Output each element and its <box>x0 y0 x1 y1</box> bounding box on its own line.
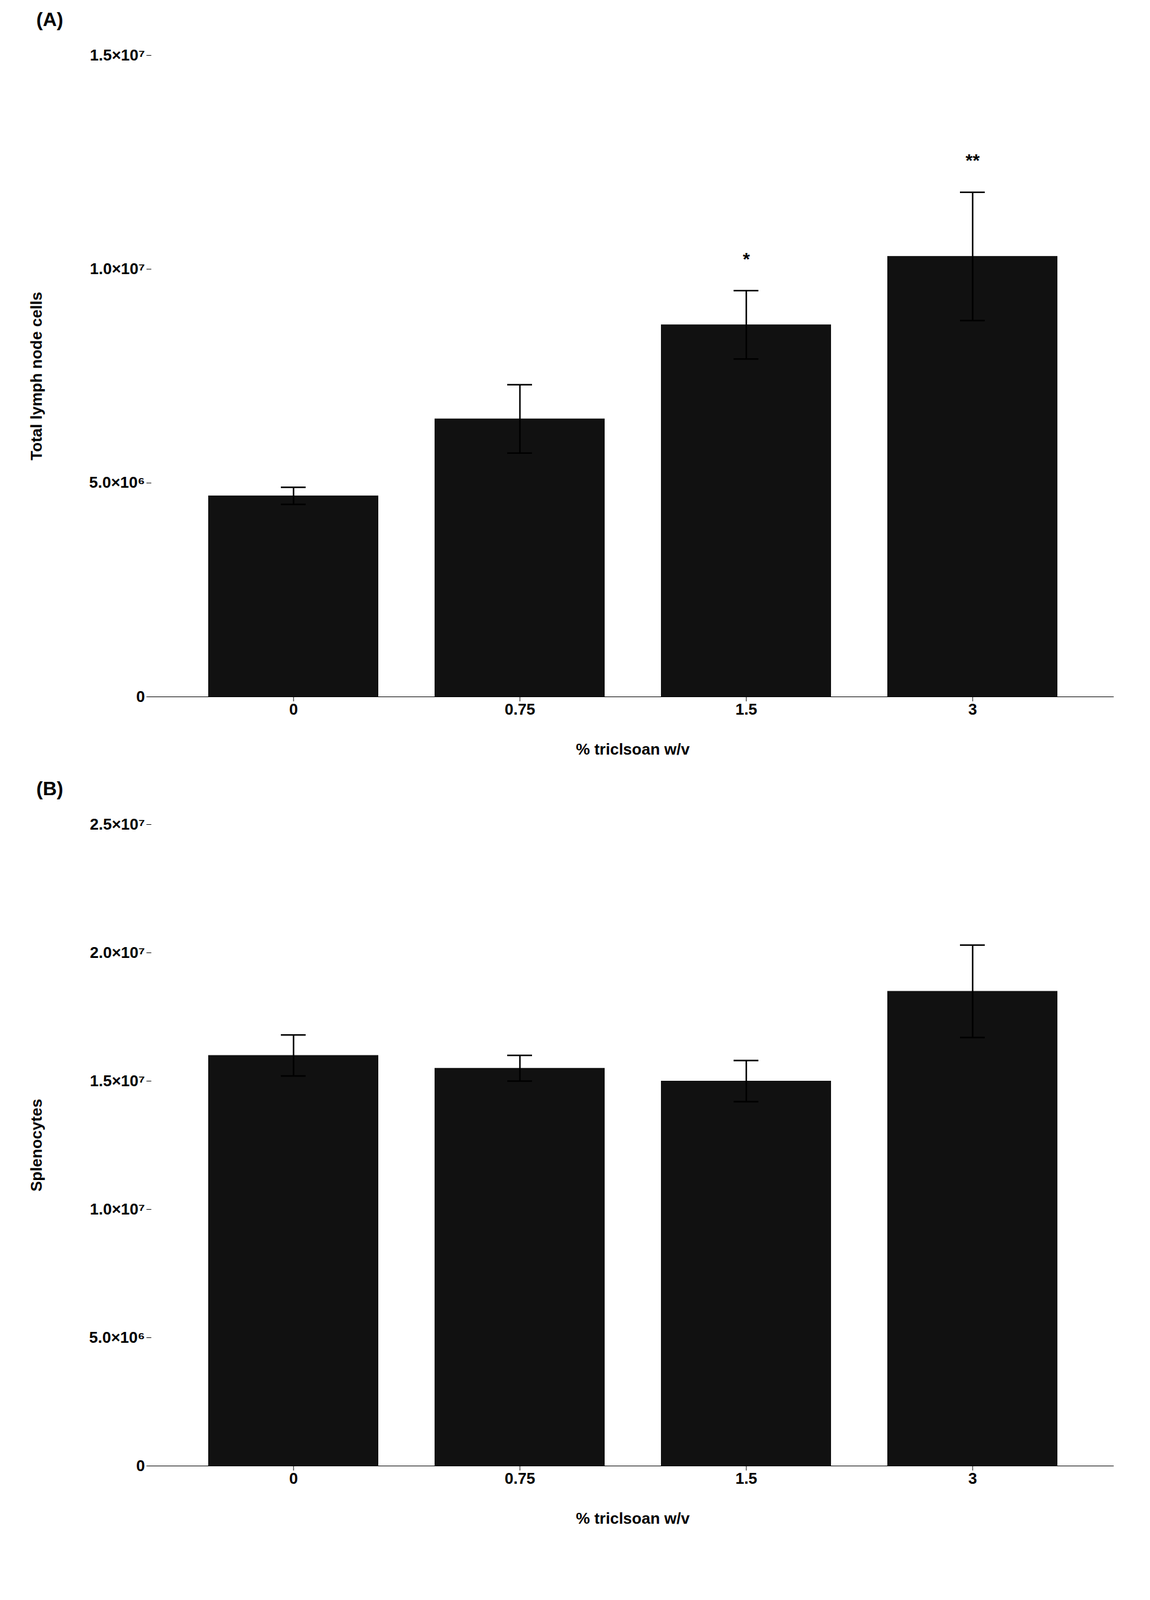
svg-text:0: 0 <box>289 700 298 719</box>
svg-text:1.5×10⁷: 1.5×10⁷ <box>90 46 146 65</box>
svg-text:0: 0 <box>289 1469 298 1488</box>
svg-text:Total lymph node cells: Total lymph node cells <box>27 291 46 460</box>
svg-text:3: 3 <box>968 700 977 719</box>
html-text:(A): (A) <box>36 8 64 31</box>
svg-text:5.0×10⁶: 5.0×10⁶ <box>88 1328 145 1347</box>
svg-text:1.5: 1.5 <box>735 700 758 719</box>
svg-text:Splenocytes: Splenocytes <box>27 1099 46 1192</box>
svg-text:5.0×10⁶: 5.0×10⁶ <box>88 473 145 492</box>
svg-text:3: 3 <box>968 1469 977 1488</box>
svg-text:% triclsoan w/v: % triclsoan w/v <box>576 740 690 759</box>
svg-text:0.75: 0.75 <box>504 700 536 719</box>
svg-text:1.0×10⁷: 1.0×10⁷ <box>90 1200 146 1219</box>
svg-text:2.0×10⁷: 2.0×10⁷ <box>90 943 146 962</box>
svg-text:0: 0 <box>136 687 145 706</box>
svg-text:0: 0 <box>136 1456 145 1476</box>
svg-text:% triclsoan w/v: % triclsoan w/v <box>576 1509 690 1528</box>
svg-text:1.5×10⁷: 1.5×10⁷ <box>90 1071 146 1091</box>
svg-text:**: ** <box>965 150 980 171</box>
svg-text:1.0×10⁷: 1.0×10⁷ <box>90 259 146 278</box>
svg-text:1.5: 1.5 <box>735 1469 758 1488</box>
html-text:(B): (B) <box>36 777 64 800</box>
svg-text:*: * <box>742 248 750 269</box>
svg-text:2.5×10⁷: 2.5×10⁷ <box>90 815 146 834</box>
svg-text:0.75: 0.75 <box>504 1469 536 1488</box>
